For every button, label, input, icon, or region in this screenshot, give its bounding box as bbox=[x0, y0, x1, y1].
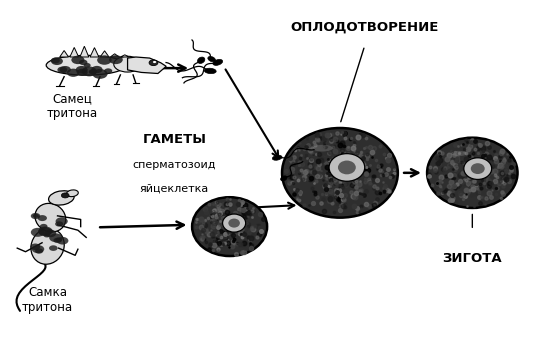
Ellipse shape bbox=[338, 161, 356, 174]
Ellipse shape bbox=[427, 138, 518, 208]
Ellipse shape bbox=[66, 190, 79, 197]
Circle shape bbox=[31, 213, 40, 219]
Circle shape bbox=[44, 230, 56, 237]
Circle shape bbox=[92, 69, 107, 79]
Text: ОПЛОДОТВОРЕНИЕ: ОПЛОДОТВОРЕНИЕ bbox=[290, 21, 439, 33]
Ellipse shape bbox=[282, 128, 398, 218]
Ellipse shape bbox=[312, 145, 333, 152]
Ellipse shape bbox=[208, 57, 216, 62]
Circle shape bbox=[67, 69, 80, 77]
Circle shape bbox=[97, 55, 112, 65]
Circle shape bbox=[88, 69, 97, 75]
Ellipse shape bbox=[204, 68, 216, 74]
Polygon shape bbox=[128, 57, 166, 73]
Ellipse shape bbox=[464, 158, 492, 179]
Polygon shape bbox=[110, 54, 119, 57]
Circle shape bbox=[31, 228, 45, 237]
Ellipse shape bbox=[228, 219, 240, 228]
Circle shape bbox=[49, 245, 58, 251]
Circle shape bbox=[104, 68, 112, 74]
Circle shape bbox=[58, 67, 67, 73]
Ellipse shape bbox=[192, 197, 267, 256]
Circle shape bbox=[82, 67, 97, 76]
Ellipse shape bbox=[280, 176, 287, 181]
Ellipse shape bbox=[114, 56, 142, 72]
Ellipse shape bbox=[46, 55, 126, 75]
Text: ЗИГОТА: ЗИГОТА bbox=[442, 252, 502, 265]
Circle shape bbox=[51, 57, 63, 65]
Text: Самка
тритона: Самка тритона bbox=[22, 286, 73, 314]
Circle shape bbox=[79, 60, 87, 65]
Polygon shape bbox=[90, 48, 99, 57]
Polygon shape bbox=[60, 50, 69, 57]
Polygon shape bbox=[70, 48, 79, 57]
Ellipse shape bbox=[212, 208, 225, 213]
Circle shape bbox=[38, 226, 53, 236]
Ellipse shape bbox=[471, 163, 485, 174]
Circle shape bbox=[33, 214, 39, 218]
Ellipse shape bbox=[451, 151, 467, 156]
Circle shape bbox=[40, 224, 48, 229]
Ellipse shape bbox=[329, 154, 365, 181]
Circle shape bbox=[51, 58, 60, 63]
Circle shape bbox=[32, 245, 44, 253]
Text: Самец
тритона: Самец тритона bbox=[47, 92, 98, 120]
Circle shape bbox=[44, 233, 50, 238]
Polygon shape bbox=[100, 51, 109, 57]
Circle shape bbox=[84, 63, 91, 68]
Circle shape bbox=[109, 55, 123, 64]
Circle shape bbox=[71, 56, 85, 64]
Circle shape bbox=[55, 238, 62, 242]
Circle shape bbox=[38, 227, 52, 236]
Circle shape bbox=[77, 69, 88, 76]
Circle shape bbox=[76, 66, 88, 74]
Ellipse shape bbox=[197, 57, 205, 63]
Ellipse shape bbox=[31, 229, 64, 264]
Polygon shape bbox=[121, 55, 129, 57]
Circle shape bbox=[153, 61, 156, 63]
Text: сперматозоид: сперматозоид bbox=[133, 160, 216, 170]
Circle shape bbox=[48, 229, 53, 233]
Circle shape bbox=[61, 193, 69, 198]
Ellipse shape bbox=[213, 59, 223, 66]
Circle shape bbox=[149, 60, 158, 66]
Circle shape bbox=[38, 215, 47, 221]
Circle shape bbox=[30, 243, 40, 250]
Circle shape bbox=[55, 221, 63, 226]
Ellipse shape bbox=[35, 203, 66, 232]
Polygon shape bbox=[80, 46, 89, 57]
Ellipse shape bbox=[272, 155, 282, 160]
Ellipse shape bbox=[49, 191, 74, 205]
Circle shape bbox=[60, 66, 71, 73]
Circle shape bbox=[54, 238, 62, 243]
Circle shape bbox=[90, 69, 97, 74]
Text: яйцеклетка: яйцеклетка bbox=[140, 184, 209, 194]
Text: ГАМЕТЫ: ГАМЕТЫ bbox=[143, 134, 206, 147]
Circle shape bbox=[91, 66, 102, 73]
Circle shape bbox=[35, 248, 43, 254]
Circle shape bbox=[56, 217, 68, 225]
Circle shape bbox=[56, 237, 69, 244]
Circle shape bbox=[49, 234, 62, 242]
Ellipse shape bbox=[222, 214, 246, 232]
